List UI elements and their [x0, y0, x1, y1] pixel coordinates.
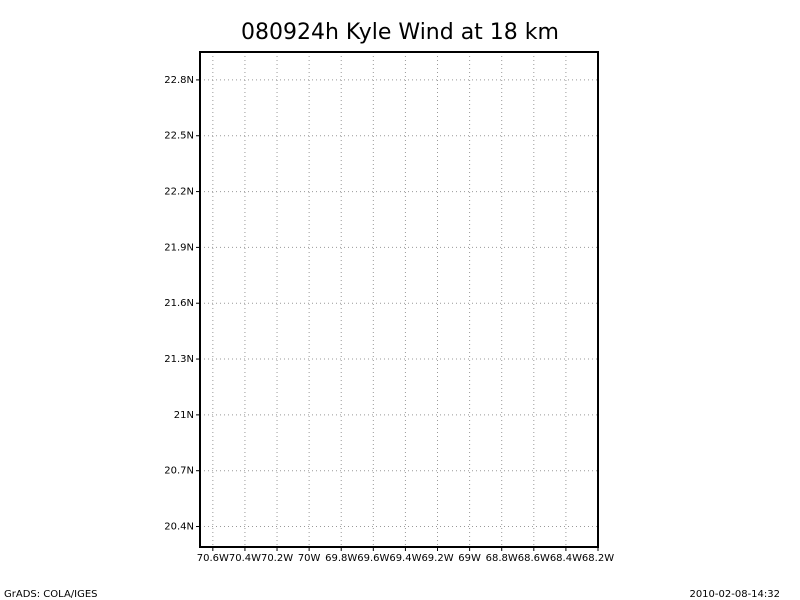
x-tick-label: 68.6W: [518, 553, 550, 564]
x-tick-label: 70W: [298, 553, 321, 564]
y-tick-label: 20.7N: [164, 466, 194, 477]
y-tick-label: 21N: [174, 410, 194, 421]
chart-title: 080924h Kyle Wind at 18 km: [241, 20, 559, 45]
x-tick-label: 68.8W: [486, 553, 518, 564]
y-tick-label: 20.4N: [164, 522, 194, 533]
x-tick-label: 69.4W: [389, 553, 421, 564]
x-tick-label: 68.2W: [582, 553, 614, 564]
x-tick-label: 68.4W: [550, 553, 582, 564]
y-tick-label: 21.9N: [164, 242, 194, 253]
y-tick-label: 21.3N: [164, 354, 194, 365]
x-tick-label: 70.6W: [197, 553, 229, 564]
y-tick-label: 21.6N: [164, 298, 194, 309]
y-tick-label: 22.8N: [164, 75, 194, 86]
plot-frame: [199, 51, 599, 548]
x-tick-label: 69W: [458, 553, 481, 564]
x-tick-label: 70.4W: [229, 553, 261, 564]
x-tick-label: 69.8W: [325, 553, 357, 564]
y-tick-label: 22.2N: [164, 187, 194, 198]
footer-left: GrADS: COLA/IGES: [4, 589, 98, 600]
y-tick-label: 22.5N: [164, 131, 194, 142]
x-tick-label: 69.2W: [421, 553, 453, 564]
x-tick-label: 70.2W: [261, 553, 293, 564]
footer-right: 2010-02-08-14:32: [689, 589, 780, 600]
x-tick-label: 69.6W: [357, 553, 389, 564]
